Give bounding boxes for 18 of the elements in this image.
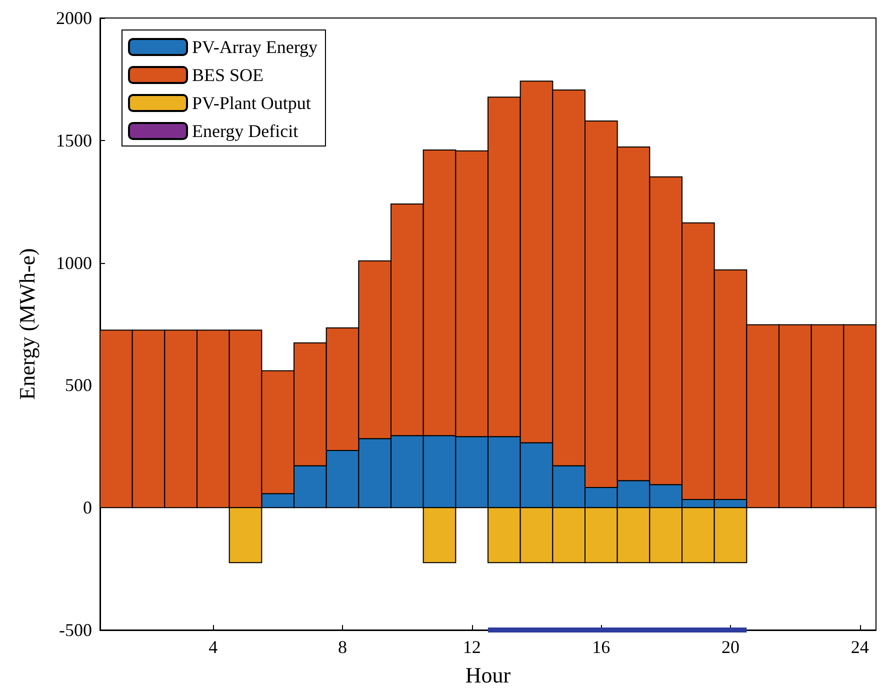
legend-label: BES SOE: [192, 65, 264, 85]
x-tick-label: 8: [338, 637, 347, 657]
y-tick-label: 0: [83, 498, 92, 518]
x-tick-label: 4: [208, 637, 218, 657]
y-axis-title: Energy (MWh-e): [14, 248, 40, 400]
legend-label: PV-Plant Output: [192, 93, 311, 113]
y-tick-label: 1000: [56, 252, 92, 273]
x-tick-label: 20: [722, 637, 740, 657]
x-tick-label: 12: [462, 637, 481, 657]
x-axis-title: Hour: [465, 662, 512, 688]
y-tick-label: -500: [59, 620, 92, 640]
x-tick-label: 24: [850, 637, 869, 657]
y-tick-label: 500: [65, 375, 92, 396]
y-tick-label: 1500: [56, 130, 92, 150]
legend-label: Energy Deficit: [192, 121, 298, 141]
x-tick-label: 16: [592, 637, 610, 657]
y-tick-label: 2000: [56, 8, 92, 28]
legend-label: PV-Array Energy: [192, 37, 318, 57]
